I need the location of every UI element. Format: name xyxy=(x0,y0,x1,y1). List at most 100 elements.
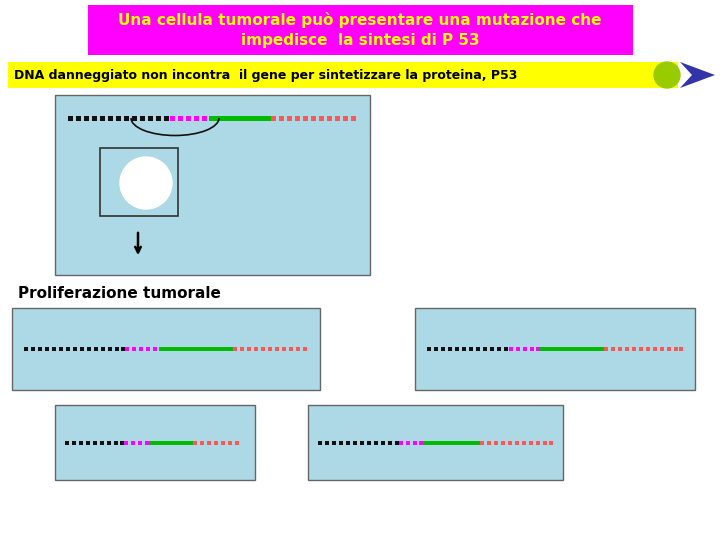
Bar xyxy=(289,347,294,351)
Bar xyxy=(674,347,678,351)
Bar xyxy=(646,347,649,351)
Bar xyxy=(24,347,28,351)
Bar xyxy=(462,347,466,351)
Bar xyxy=(140,116,145,120)
Bar xyxy=(639,347,643,351)
Bar xyxy=(418,441,423,445)
Bar xyxy=(59,347,63,351)
Bar xyxy=(261,347,266,351)
Bar xyxy=(406,441,410,445)
Bar xyxy=(287,116,292,120)
Bar xyxy=(652,347,657,351)
Bar xyxy=(65,441,69,445)
Bar xyxy=(523,347,527,351)
Bar xyxy=(115,347,119,351)
Bar xyxy=(448,347,452,351)
Bar xyxy=(271,116,276,120)
Bar xyxy=(194,116,199,120)
Bar xyxy=(543,441,547,445)
Bar xyxy=(221,441,225,445)
Bar xyxy=(145,441,148,445)
Bar xyxy=(413,441,417,445)
Bar xyxy=(73,347,77,351)
Bar xyxy=(138,441,142,445)
Bar xyxy=(202,116,207,120)
Bar xyxy=(100,441,104,445)
Bar xyxy=(101,347,105,351)
Bar xyxy=(87,347,91,351)
Bar xyxy=(343,116,348,120)
Bar xyxy=(318,441,322,445)
Bar xyxy=(72,441,76,445)
Bar xyxy=(603,347,608,351)
Bar xyxy=(487,441,491,445)
Bar xyxy=(248,347,251,351)
Bar xyxy=(93,441,97,445)
Bar xyxy=(480,441,484,445)
Bar xyxy=(319,116,324,120)
Circle shape xyxy=(654,62,680,88)
Polygon shape xyxy=(680,62,715,88)
Bar xyxy=(214,441,218,445)
Bar xyxy=(124,441,127,445)
Bar xyxy=(515,441,519,445)
Bar xyxy=(374,441,378,445)
Bar xyxy=(38,347,42,351)
Bar xyxy=(86,441,90,445)
Bar xyxy=(631,347,636,351)
Bar xyxy=(618,347,621,351)
Bar xyxy=(351,116,356,120)
Bar xyxy=(233,347,238,351)
Bar xyxy=(279,116,284,120)
Bar xyxy=(360,441,364,445)
Text: DNA danneggiato non incontra  il gene per sintetizzare la proteina, P53: DNA danneggiato non incontra il gene per… xyxy=(14,69,518,82)
Bar xyxy=(501,441,505,445)
Bar xyxy=(455,347,459,351)
Bar xyxy=(124,116,129,120)
Bar xyxy=(120,441,124,445)
Bar xyxy=(193,441,197,445)
Bar xyxy=(228,441,232,445)
Bar xyxy=(276,347,279,351)
Bar xyxy=(508,441,512,445)
Bar xyxy=(295,116,300,120)
Bar xyxy=(303,347,307,351)
Bar xyxy=(131,441,135,445)
Bar xyxy=(441,347,445,351)
Bar xyxy=(45,347,49,351)
Bar xyxy=(303,116,308,120)
Bar xyxy=(611,347,615,351)
Bar xyxy=(12,308,320,390)
Bar xyxy=(540,347,603,351)
Bar xyxy=(660,347,664,351)
Bar xyxy=(146,347,150,351)
Bar xyxy=(254,347,258,351)
Bar xyxy=(94,347,98,351)
Bar xyxy=(415,308,695,390)
Bar xyxy=(367,441,371,445)
Bar xyxy=(399,441,403,445)
Bar xyxy=(625,347,629,351)
Bar xyxy=(549,441,553,445)
Bar xyxy=(325,441,329,445)
Bar xyxy=(159,347,233,351)
Bar xyxy=(423,441,480,445)
Bar xyxy=(153,347,157,351)
Bar xyxy=(235,441,239,445)
Bar xyxy=(346,441,350,445)
Bar xyxy=(494,441,498,445)
Bar xyxy=(200,441,204,445)
Bar xyxy=(76,116,81,120)
Bar xyxy=(100,148,178,216)
Bar xyxy=(100,116,105,120)
Bar xyxy=(335,116,340,120)
Bar xyxy=(327,116,332,120)
Bar xyxy=(68,116,73,120)
Bar xyxy=(8,62,678,88)
Bar xyxy=(148,441,193,445)
Bar xyxy=(186,116,192,120)
Bar xyxy=(504,347,508,351)
Bar xyxy=(476,347,480,351)
Bar xyxy=(164,116,169,120)
Bar xyxy=(522,441,526,445)
